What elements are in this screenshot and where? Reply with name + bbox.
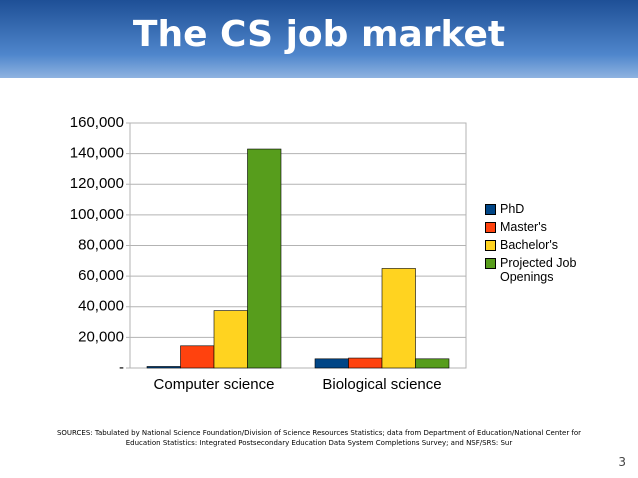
- bar: [146, 366, 181, 369]
- legend-item: PhD: [485, 202, 580, 216]
- bar: [381, 268, 416, 369]
- y-tick-label: 60,000: [78, 267, 124, 284]
- bar: [314, 358, 349, 369]
- legend-label: Master's: [500, 220, 547, 234]
- bar: [415, 358, 450, 369]
- title-bar: [0, 0, 638, 78]
- bar: [213, 310, 248, 369]
- y-tick-label: 40,000: [78, 298, 124, 315]
- y-tick-label: -: [119, 359, 124, 376]
- legend-swatch: [485, 240, 496, 251]
- bar: [247, 148, 282, 369]
- y-tick-label: 100,000: [70, 206, 124, 223]
- legend-label: Projected Job Openings: [500, 256, 577, 284]
- plot-border: [129, 122, 467, 369]
- legend-label: Bachelor's: [500, 238, 558, 252]
- y-tick-label: 80,000: [78, 236, 124, 253]
- slide-title: The CS job market: [132, 14, 506, 55]
- legend-label: PhD: [500, 202, 525, 216]
- legend-item: Master's: [485, 220, 580, 234]
- y-tick-label: 160,000: [70, 114, 124, 131]
- y-tick-label: 120,000: [70, 175, 124, 192]
- page-number: 3: [618, 455, 626, 469]
- sources: SOURCES: Tabulated by National Science F…: [56, 429, 582, 447]
- legend-swatch: [485, 222, 496, 233]
- x-tick-label: Computer science: [154, 376, 275, 393]
- legend-item: Projected Job Openings: [485, 256, 580, 284]
- x-tick-label: Biological science: [322, 376, 441, 393]
- legend-swatch: [485, 258, 496, 269]
- bar: [180, 345, 215, 369]
- legend-item: Bachelor's: [485, 238, 580, 252]
- legend: PhD Master's Bachelor's Projected Job Openi…: [485, 202, 580, 288]
- y-tick-label: 20,000: [78, 328, 124, 345]
- y-tick-label: 140,000: [70, 145, 124, 162]
- legend-swatch: [485, 204, 496, 215]
- bar: [348, 357, 383, 369]
